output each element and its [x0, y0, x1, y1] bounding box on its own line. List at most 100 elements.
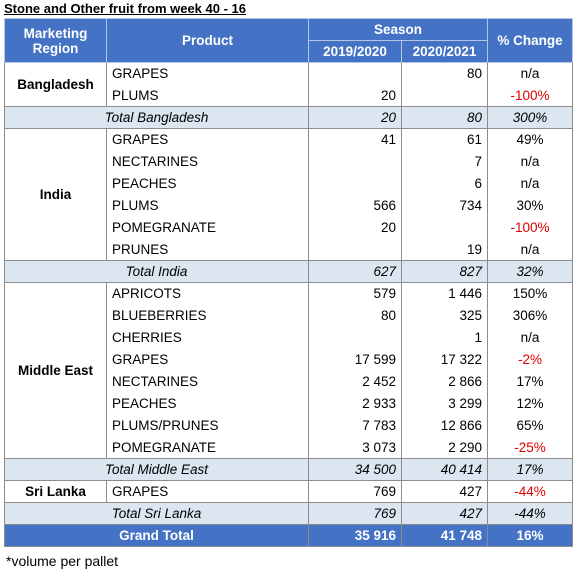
- value-2019: [308, 238, 402, 261]
- pct-change: 65%: [487, 414, 573, 437]
- value-2019: 20: [308, 216, 402, 239]
- region: India: [4, 128, 107, 261]
- table-row: PEACHES 6 n/a: [5, 172, 573, 195]
- table-body: Bangladesh GRAPES 80 n/a PLUMS 20 -100% Total B…: [4, 62, 573, 547]
- value-2019: 627: [308, 260, 402, 283]
- product: BLUEBERRIES: [106, 304, 309, 327]
- product: PLUMS: [106, 84, 309, 107]
- total-row: Total Middle East 34 500 40 414 17%: [4, 458, 573, 481]
- header-product: Product: [106, 18, 309, 63]
- table-row: Sri Lanka GRAPES 769 427 -44%: [4, 480, 573, 503]
- pct-change: -100%: [487, 216, 573, 239]
- value-2020: 80: [401, 62, 488, 85]
- value-2019: 80: [308, 304, 402, 327]
- product: NECTARINES: [106, 370, 309, 393]
- product: APRICOTS: [106, 282, 309, 305]
- table-row: PRUNES 19 n/a: [5, 238, 573, 261]
- table-row: Middle East APRICOTS 579 1 446 150%: [4, 282, 573, 459]
- product: GRAPES: [106, 348, 309, 371]
- pct-change: n/a: [487, 62, 573, 85]
- product: PEACHES: [106, 392, 309, 415]
- table-row: Bangladesh GRAPES 80 n/a: [4, 62, 573, 107]
- product: GRAPES: [106, 62, 309, 85]
- pct-change: 17%: [487, 458, 573, 481]
- value-2020: 427: [401, 502, 488, 525]
- value-2020: 1: [401, 326, 488, 349]
- product: CHERRIES: [106, 326, 309, 349]
- table: Marketing Region Product Season % Change…: [4, 18, 573, 547]
- table-row: GRAPES 17 599 17 322 -2%: [5, 348, 573, 371]
- pct-change: -100%: [487, 84, 573, 107]
- value-2019: 20: [308, 84, 402, 107]
- pct-change: n/a: [487, 238, 573, 261]
- pct-change: n/a: [487, 326, 573, 349]
- value-2020: [401, 84, 488, 107]
- product: POMEGRANATE: [106, 216, 309, 239]
- total-label: Total Sri Lanka: [4, 502, 309, 525]
- table-row: NECTARINES 7 n/a: [5, 150, 573, 173]
- pct-change: 32%: [487, 260, 573, 283]
- value-2020: 325: [401, 304, 488, 327]
- product: GRAPES: [106, 480, 309, 503]
- pct-change: 30%: [487, 194, 573, 217]
- pct-change: n/a: [487, 150, 573, 173]
- value-2019: 34 500: [308, 458, 402, 481]
- value-2020: 80: [401, 106, 488, 129]
- value-2020: 7: [401, 150, 488, 173]
- total-row: Total Bangladesh 20 80 300%: [4, 106, 573, 129]
- value-2019: 3 073: [308, 436, 402, 459]
- product: PEACHES: [106, 172, 309, 195]
- value-2020: 427: [401, 480, 488, 503]
- value-2020: 3 299: [401, 392, 488, 415]
- value-2020: 2 866: [401, 370, 488, 393]
- value-2020: 6: [401, 172, 488, 195]
- total-label: Total Bangladesh: [4, 106, 309, 129]
- table-row: BLUEBERRIES 80 325 306%: [5, 304, 573, 327]
- table-row: POMEGRANATE 3 073 2 290 -25%: [5, 436, 573, 459]
- value-2020: 19: [401, 238, 488, 261]
- table-row: PEACHES 2 933 3 299 12%: [5, 392, 573, 415]
- pct-change: 12%: [487, 392, 573, 415]
- total-row: Total India 627 827 32%: [4, 260, 573, 283]
- grand-total-label: Grand Total: [4, 524, 309, 547]
- product: NECTARINES: [106, 150, 309, 173]
- table-row: PLUMS 566 734 30%: [5, 194, 573, 217]
- header-season-1: 2019/2020: [308, 40, 402, 63]
- value-2020: 61: [401, 128, 488, 151]
- header-season: Season: [308, 18, 488, 41]
- value-2019: 579: [308, 282, 402, 305]
- table-row: CHERRIES 1 n/a: [5, 326, 573, 349]
- table-row: PLUMS 20 -100%: [5, 84, 573, 107]
- value-2019: 769: [308, 480, 402, 503]
- table-row: PLUMS/PRUNES 7 783 12 866 65%: [5, 414, 573, 437]
- header-season-2: 2020/2021: [401, 40, 488, 63]
- pct-change: 17%: [487, 370, 573, 393]
- region: Sri Lanka: [4, 480, 107, 503]
- total-row: Total Sri Lanka 769 427 -44%: [4, 502, 573, 525]
- pct-change: 300%: [487, 106, 573, 129]
- value-2019: 17 599: [308, 348, 402, 371]
- value-2019: 769: [308, 502, 402, 525]
- pct-change: 150%: [487, 282, 573, 305]
- value-2019: 7 783: [308, 414, 402, 437]
- pct-change: 306%: [487, 304, 573, 327]
- value-2020: 40 414: [401, 458, 488, 481]
- value-2020: [401, 216, 488, 239]
- value-2019: 566: [308, 194, 402, 217]
- value-2020: 12 866: [401, 414, 488, 437]
- value-2019: [308, 326, 402, 349]
- table-row: POMEGRANATE 20 -100%: [5, 216, 573, 239]
- product: PLUMS/PRUNES: [106, 414, 309, 437]
- value-2020: 17 322: [401, 348, 488, 371]
- value-2019: 20: [308, 106, 402, 129]
- pct-change: 16%: [487, 524, 573, 547]
- pct-change: -25%: [487, 436, 573, 459]
- pct-change: -44%: [487, 480, 573, 503]
- footnote: *volume per pallet: [6, 553, 119, 569]
- pct-change: -44%: [487, 502, 573, 525]
- pct-change: 49%: [487, 128, 573, 151]
- value-2019: 35 916: [308, 524, 402, 547]
- value-2019: 2 933: [308, 392, 402, 415]
- header-change: % Change: [487, 18, 573, 63]
